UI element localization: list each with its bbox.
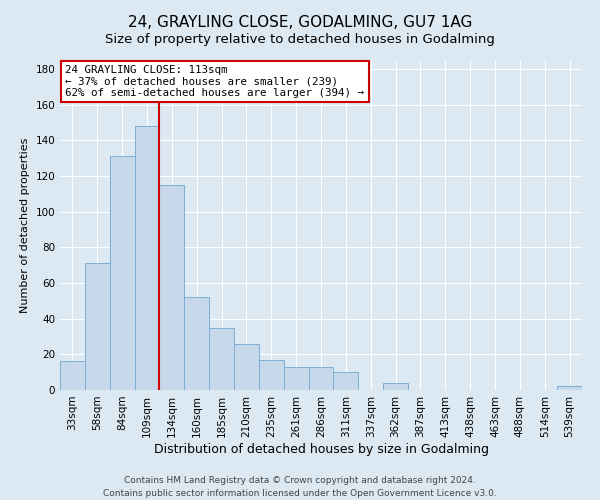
Text: 24 GRAYLING CLOSE: 113sqm
← 37% of detached houses are smaller (239)
62% of semi: 24 GRAYLING CLOSE: 113sqm ← 37% of detac…	[65, 65, 364, 98]
Bar	[85, 264, 110, 390]
Text: 24, GRAYLING CLOSE, GODALMING, GU7 1AG: 24, GRAYLING CLOSE, GODALMING, GU7 1AG	[128, 15, 472, 30]
Y-axis label: Number of detached properties: Number of detached properties	[20, 138, 30, 312]
Bar	[557, 386, 582, 390]
Bar	[308, 367, 334, 390]
Bar	[160, 185, 184, 390]
X-axis label: Distribution of detached houses by size in Godalming: Distribution of detached houses by size …	[154, 442, 488, 456]
Bar	[383, 383, 408, 390]
Bar	[184, 297, 209, 390]
Text: Contains HM Land Registry data © Crown copyright and database right 2024.
Contai: Contains HM Land Registry data © Crown c…	[103, 476, 497, 498]
Bar	[110, 156, 134, 390]
Text: Size of property relative to detached houses in Godalming: Size of property relative to detached ho…	[105, 32, 495, 46]
Bar	[134, 126, 160, 390]
Bar	[284, 367, 308, 390]
Bar	[259, 360, 284, 390]
Bar	[209, 328, 234, 390]
Bar	[60, 362, 85, 390]
Bar	[334, 372, 358, 390]
Bar	[234, 344, 259, 390]
